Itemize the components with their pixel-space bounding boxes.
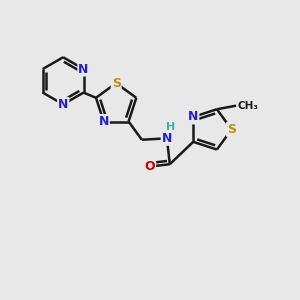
Text: O: O: [145, 160, 155, 173]
Text: N: N: [78, 62, 89, 76]
Text: N: N: [58, 98, 68, 111]
Text: CH₃: CH₃: [238, 101, 259, 111]
Text: S: S: [112, 77, 121, 90]
Text: N: N: [188, 110, 198, 123]
Text: N: N: [162, 132, 172, 145]
Text: H: H: [166, 122, 175, 132]
Text: N: N: [98, 115, 109, 128]
Text: S: S: [227, 123, 236, 136]
